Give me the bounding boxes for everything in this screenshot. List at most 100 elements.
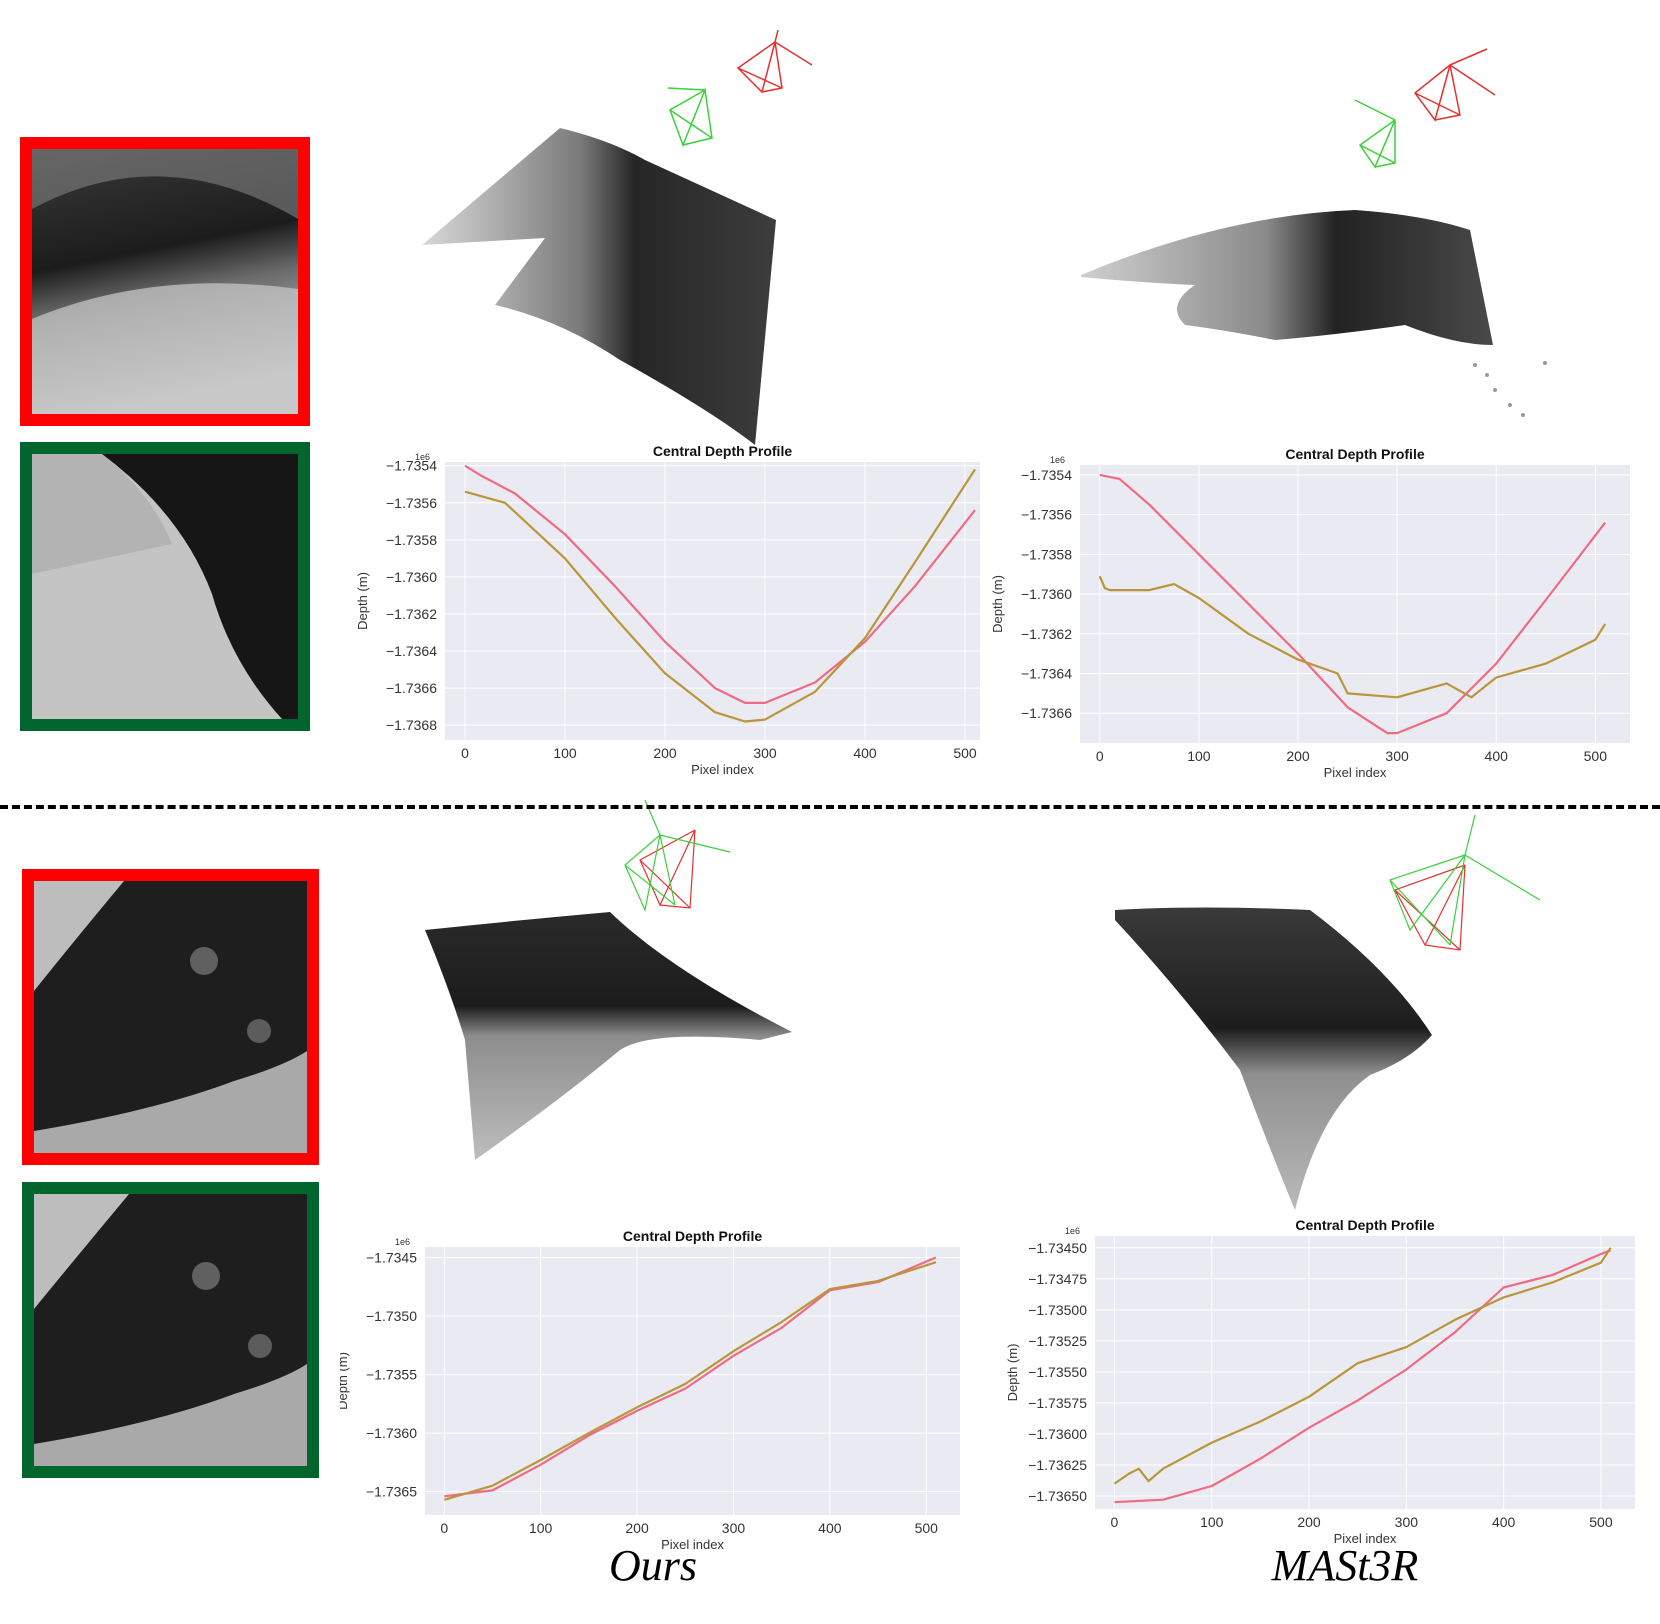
x-tick-label: 200 bbox=[653, 745, 677, 761]
chart-title: Central Depth Profile bbox=[1295, 1217, 1434, 1233]
y-tick-label: −1.73500 bbox=[1028, 1302, 1087, 1318]
x-axis-label: Pixel index bbox=[661, 1537, 724, 1552]
reconstruction-mast3r-top bbox=[1075, 45, 1595, 425]
y-tick-label: −1.7354 bbox=[1021, 467, 1072, 483]
axis-offset-label: 1e6 bbox=[1050, 455, 1065, 465]
x-tick-label: 0 bbox=[461, 745, 469, 761]
camera-frustum-green-icon bbox=[667, 87, 713, 148]
y-tick-label: −1.73450 bbox=[1028, 1240, 1087, 1256]
x-tick-label: 500 bbox=[1584, 748, 1608, 764]
plot-area bbox=[1080, 465, 1630, 743]
y-tick-label: −1.7345 bbox=[366, 1250, 417, 1266]
x-tick-label: 0 bbox=[1096, 748, 1104, 764]
section-divider bbox=[0, 805, 1660, 809]
plot-area bbox=[445, 462, 980, 740]
y-tick-label: −1.7360 bbox=[386, 569, 437, 585]
reconstruction-ours-top bbox=[420, 30, 840, 450]
series-line-1 bbox=[1098, 575, 1607, 699]
x-tick-label: 100 bbox=[1200, 1514, 1224, 1530]
x-tick-label: 300 bbox=[753, 745, 777, 761]
depth-profile-chart-ours-bottom: 0 100 200 300 400 500 −1.7345 −1.7350 −1.7355 −1.… bbox=[340, 1225, 980, 1555]
x-axis-label: Pixel index bbox=[1324, 765, 1387, 780]
caption-ours: Ours bbox=[608, 1541, 698, 1590]
y-tick-label: −1.73475 bbox=[1028, 1271, 1087, 1287]
series-line-0 bbox=[444, 1256, 937, 1498]
y-tick-label: −1.73650 bbox=[1028, 1488, 1087, 1504]
input-image-green-bottom bbox=[22, 1182, 319, 1478]
x-tick-label: 200 bbox=[1286, 748, 1310, 764]
y-tick-label: −1.7355 bbox=[366, 1367, 417, 1383]
y-tick-label: −1.7365 bbox=[366, 1484, 417, 1500]
y-tick-label: −1.73625 bbox=[1028, 1457, 1087, 1473]
y-tick-label: −1.7362 bbox=[386, 606, 437, 622]
input-image-green-top bbox=[20, 442, 310, 731]
depth-profile-chart-mast3r-bottom: 0 100 200 300 400 500 −1.73450 −1.73475 −1.73500… bbox=[990, 1214, 1635, 1549]
x-tick-label: 200 bbox=[1297, 1514, 1321, 1530]
axis-offset-label: 1e6 bbox=[395, 1237, 410, 1247]
x-tick-label: 0 bbox=[440, 1520, 448, 1536]
x-tick-label: 400 bbox=[818, 1520, 842, 1536]
x-tick-label: 100 bbox=[529, 1520, 553, 1536]
y-tick-label: −1.7356 bbox=[1021, 507, 1072, 523]
x-tick-label: 300 bbox=[1395, 1514, 1419, 1530]
y-axis-label: Depth (m) bbox=[355, 572, 370, 630]
x-tick-label: 500 bbox=[1589, 1514, 1613, 1530]
x-axis-label: Pixel index bbox=[691, 762, 754, 777]
input-image-red-bottom bbox=[22, 869, 319, 1165]
x-tick-label: 100 bbox=[553, 745, 577, 761]
x-tick-label: 400 bbox=[1485, 748, 1509, 764]
axis-offset-label: 1e6 bbox=[415, 452, 430, 462]
y-tick-label: −1.7360 bbox=[366, 1425, 417, 1441]
chart-title: Central Depth Profile bbox=[623, 1228, 762, 1244]
camera-frustums-icon bbox=[624, 800, 731, 912]
series-line-0 bbox=[464, 464, 976, 704]
x-tick-label: 200 bbox=[625, 1520, 649, 1536]
y-axis-label: Depth (m) bbox=[990, 575, 1005, 633]
reconstruction-mast3r-bottom bbox=[1110, 810, 1580, 1220]
series-line-0 bbox=[1099, 473, 1607, 735]
chart-title: Central Depth Profile bbox=[1285, 446, 1424, 462]
y-tick-label: −1.7368 bbox=[386, 717, 437, 733]
y-tick-label: −1.7360 bbox=[1021, 586, 1072, 602]
y-tick-label: −1.7358 bbox=[386, 532, 437, 548]
y-tick-label: −1.73600 bbox=[1028, 1426, 1087, 1442]
y-tick-label: −1.7354 bbox=[386, 458, 437, 474]
axis-offset-label: 1e6 bbox=[1065, 1226, 1080, 1236]
y-tick-label: −1.73525 bbox=[1028, 1333, 1087, 1349]
x-tick-label: 100 bbox=[1187, 748, 1211, 764]
y-axis-label: Depth (m) bbox=[1005, 1344, 1020, 1402]
series-line-1 bbox=[443, 1261, 937, 1501]
y-tick-label: −1.7364 bbox=[386, 643, 437, 659]
series-line-1 bbox=[464, 468, 976, 723]
plot-area bbox=[1095, 1236, 1635, 1509]
x-tick-label: 0 bbox=[1111, 1514, 1119, 1530]
input-image-red-top bbox=[20, 137, 310, 426]
y-tick-label: −1.7356 bbox=[386, 495, 437, 511]
x-tick-label: 500 bbox=[915, 1520, 939, 1536]
y-tick-label: −1.7366 bbox=[1021, 705, 1072, 721]
y-tick-label: −1.73550 bbox=[1028, 1364, 1087, 1380]
camera-frustum-red-icon bbox=[1413, 48, 1496, 122]
y-tick-label: −1.7366 bbox=[386, 680, 437, 696]
camera-frustum-red-icon bbox=[736, 30, 813, 94]
x-axis-label: Pixel index bbox=[1334, 1531, 1397, 1546]
y-tick-label: −1.7350 bbox=[366, 1308, 417, 1324]
y-tick-label: −1.7364 bbox=[1021, 666, 1072, 682]
x-tick-label: 300 bbox=[1385, 748, 1409, 764]
y-axis-label: Depth (m) bbox=[340, 1352, 350, 1410]
depth-profile-chart-ours-top: 0 100 200 300 400 500 −1.7354 −1.7356 −1.7358 −1.… bbox=[340, 440, 980, 780]
camera-frustums-icon bbox=[1389, 814, 1541, 951]
depth-profile-chart-mast3r-top: 0 100 200 300 400 500 −1.7354 −1.7356 −1.7358 −1.… bbox=[990, 443, 1635, 783]
reconstruction-ours-bottom bbox=[420, 800, 820, 1170]
y-tick-label: −1.7362 bbox=[1021, 626, 1072, 642]
series-line-1 bbox=[1113, 1247, 1612, 1485]
chart-title: Central Depth Profile bbox=[653, 443, 792, 459]
camera-frustum-green-icon bbox=[1354, 99, 1396, 169]
x-tick-label: 400 bbox=[1492, 1514, 1516, 1530]
y-tick-label: −1.7358 bbox=[1021, 546, 1072, 562]
x-tick-label: 500 bbox=[953, 745, 977, 761]
caption-mast3r: MASt3R bbox=[1271, 1541, 1419, 1590]
x-tick-label: 400 bbox=[853, 745, 877, 761]
series-line-0 bbox=[1114, 1249, 1612, 1504]
x-tick-label: 300 bbox=[722, 1520, 746, 1536]
